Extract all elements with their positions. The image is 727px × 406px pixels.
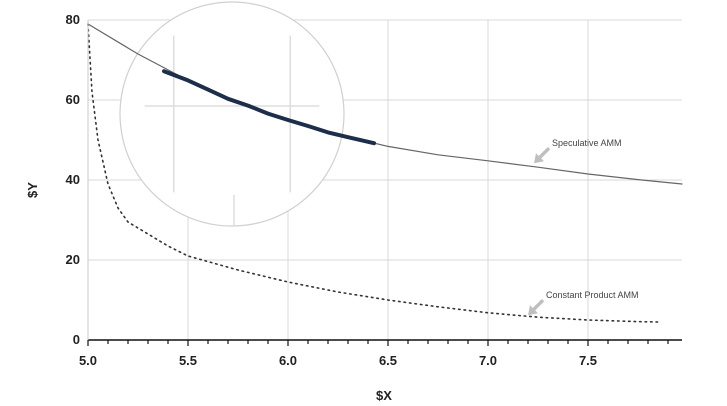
x-axis-title: $X (376, 388, 392, 403)
x-tick-label: 6.5 (379, 353, 397, 368)
annotation-label: Constant Product AMM (546, 290, 639, 300)
magnifier-circle (119, 1, 345, 227)
annotation-arrow-head (534, 153, 544, 164)
y-tick-label: 20 (66, 252, 80, 267)
y-axis-title: $Y (25, 182, 40, 198)
x-tick-label: 5.5 (179, 353, 197, 368)
y-tick-label: 80 (66, 12, 80, 27)
constant-product-amm-annotation: Constant Product AMM (528, 290, 639, 316)
highlight-segment-line (162, 69, 376, 146)
axes: 5.0 5.5 6.0 6.5 7.0 7.5 0 20 40 60 80 (66, 12, 682, 368)
annotation-label: Speculative AMM (552, 138, 622, 148)
annotations: Speculative AMM Constant Product AMM (528, 138, 639, 316)
y-tick-label: 40 (66, 172, 80, 187)
x-tick-label: 7.5 (579, 353, 597, 368)
constant-product-amm-line (87, 23, 659, 323)
y-tick-label: 60 (66, 92, 80, 107)
magnifier (119, 1, 345, 227)
x-tick-label: 7.0 (479, 353, 497, 368)
speculative-amm-annotation: Speculative AMM (534, 138, 622, 164)
x-tick-label: 6.0 (279, 353, 297, 368)
annotation-arrow-head (528, 305, 538, 316)
y-tick-label: 0 (73, 332, 80, 347)
series-layer (87, 23, 683, 323)
x-tick-label: 5.0 (79, 353, 97, 368)
